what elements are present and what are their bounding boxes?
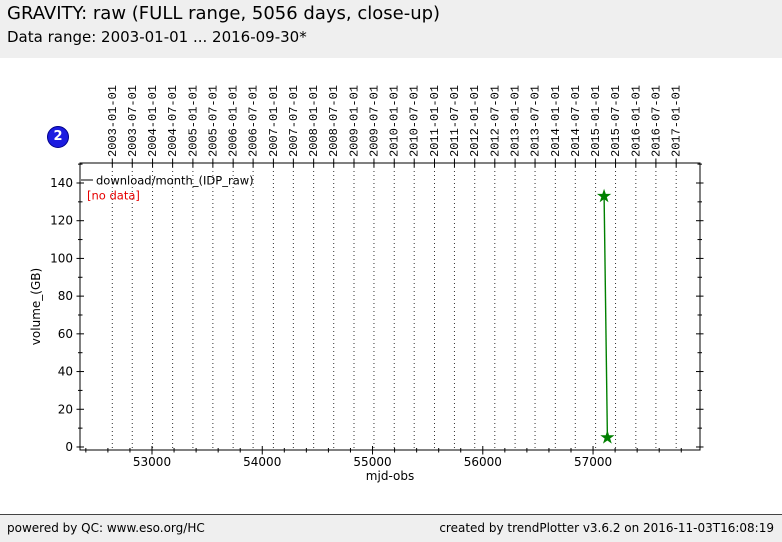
plot-frame bbox=[79, 162, 701, 451]
y-tick-label: 0 bbox=[65, 440, 73, 454]
page-header: GRAVITY: raw (FULL range, 5056 days, clo… bbox=[0, 0, 782, 58]
y-tick-label: 120 bbox=[50, 214, 73, 228]
x-tick-label: 53000 bbox=[133, 455, 171, 469]
top-date-label: 2008-07-01 bbox=[327, 85, 341, 157]
top-date-label: 2015-01-01 bbox=[589, 85, 603, 157]
x-tick-label: 56000 bbox=[464, 455, 502, 469]
top-date-label: 2003-01-01 bbox=[106, 85, 120, 157]
top-date-label: 2016-07-01 bbox=[649, 85, 663, 157]
top-date-label: 2015-07-01 bbox=[609, 85, 623, 157]
top-date-label: 2008-01-01 bbox=[307, 85, 321, 157]
top-date-label: 2006-01-01 bbox=[227, 85, 241, 157]
plot-number-badge[interactable]: 2 bbox=[47, 126, 69, 148]
x-tick-label: 55000 bbox=[353, 455, 391, 469]
data-point-star bbox=[600, 430, 615, 444]
y-axis-label: volume_(GB) bbox=[29, 268, 43, 345]
x-tick-label: 54000 bbox=[243, 455, 281, 469]
y-tick-label: 40 bbox=[58, 365, 73, 379]
legend-series-label: download/month_(IDP_raw) bbox=[96, 174, 254, 188]
x-axis-label: mjd-obs bbox=[366, 469, 414, 483]
top-date-label: 2012-07-01 bbox=[488, 85, 502, 157]
top-date-label: 2010-01-01 bbox=[388, 85, 402, 157]
top-date-label: 2013-07-01 bbox=[529, 85, 543, 157]
top-date-label: 2004-07-01 bbox=[166, 85, 180, 157]
legend-status-label: [no data] bbox=[87, 189, 140, 203]
top-date-label: 2012-01-01 bbox=[468, 85, 482, 157]
y-tick-label: 20 bbox=[58, 402, 73, 416]
data-range-subtitle: Data range: 2003-01-01 ... 2016-09-30* bbox=[7, 28, 307, 46]
top-date-label: 2005-01-01 bbox=[186, 85, 200, 157]
footer-powered-by: powered by QC: www.eso.org/HC bbox=[7, 521, 205, 535]
top-date-label: 2013-01-01 bbox=[509, 85, 523, 157]
data-point-star bbox=[596, 188, 612, 203]
top-date-label: 2014-01-01 bbox=[549, 85, 563, 157]
top-date-label: 2006-07-01 bbox=[247, 85, 261, 157]
y-tick-label: 100 bbox=[50, 251, 73, 265]
plot-area-background bbox=[80, 163, 700, 450]
y-tick-label: 60 bbox=[58, 327, 73, 341]
y-tick-label: 140 bbox=[50, 176, 73, 190]
y-tick-label: 80 bbox=[58, 289, 73, 303]
top-date-label: 2003-07-01 bbox=[126, 85, 140, 157]
footer-created-by: created by trendPlotter v3.6.2 on 2016-1… bbox=[439, 521, 774, 535]
top-date-label: 2009-01-01 bbox=[347, 85, 361, 157]
x-tick-label: 57000 bbox=[574, 455, 612, 469]
top-date-label: 2005-07-01 bbox=[206, 85, 220, 157]
top-date-label: 2009-07-01 bbox=[367, 85, 381, 157]
figure-canvas: 2 2003-01-01 2003-07-01 2004-01-01 2004-07-… bbox=[0, 58, 782, 514]
top-date-label: 2016-01-01 bbox=[629, 85, 643, 157]
page-footer: powered by QC: www.eso.org/HC created by… bbox=[0, 514, 782, 542]
trend-chart: 2003-01-01 2003-07-01 2004-01-01 2004-07-01… bbox=[29, 85, 704, 483]
series-line bbox=[603, 196, 609, 438]
top-date-label: 2007-07-01 bbox=[287, 85, 301, 157]
top-date-label: 2014-07-01 bbox=[569, 85, 583, 157]
top-date-label: 2011-07-01 bbox=[448, 85, 462, 157]
top-date-label: 2007-01-01 bbox=[267, 85, 281, 157]
top-date-label: 2017-01-01 bbox=[670, 85, 684, 157]
top-date-label: 2004-01-01 bbox=[146, 85, 160, 157]
top-date-label: 2011-01-01 bbox=[428, 85, 442, 157]
page-title: GRAVITY: raw (FULL range, 5056 days, clo… bbox=[7, 3, 441, 24]
top-date-label: 2010-07-01 bbox=[408, 85, 422, 157]
